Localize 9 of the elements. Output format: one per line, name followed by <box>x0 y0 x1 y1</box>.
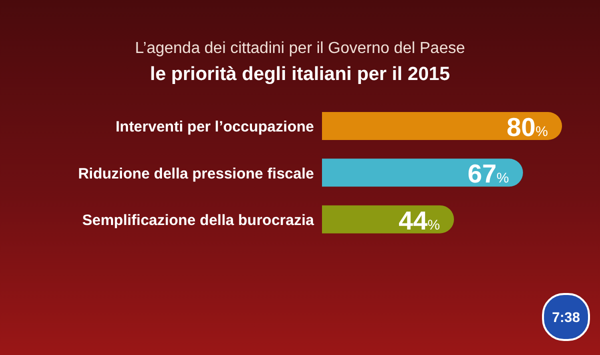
text: 7:38 <box>542 293 590 341</box>
chart-title: L’agenda dei cittadini per il Governo del Paese <box>134 40 466 58</box>
chart-subtitle: le priorità degli italiani per il 2015 <box>149 64 451 86</box>
y-tick-label: Semplificazione della burocrazia <box>82 212 315 229</box>
data-label: 80% <box>506 112 548 142</box>
data-label: 44% <box>398 205 440 236</box>
data-label: 67% <box>468 158 509 189</box>
y-tick-label: Interventi per l’occupazione <box>116 118 314 136</box>
y-tick-label: Riduzione della pressione fiscale <box>78 165 314 182</box>
